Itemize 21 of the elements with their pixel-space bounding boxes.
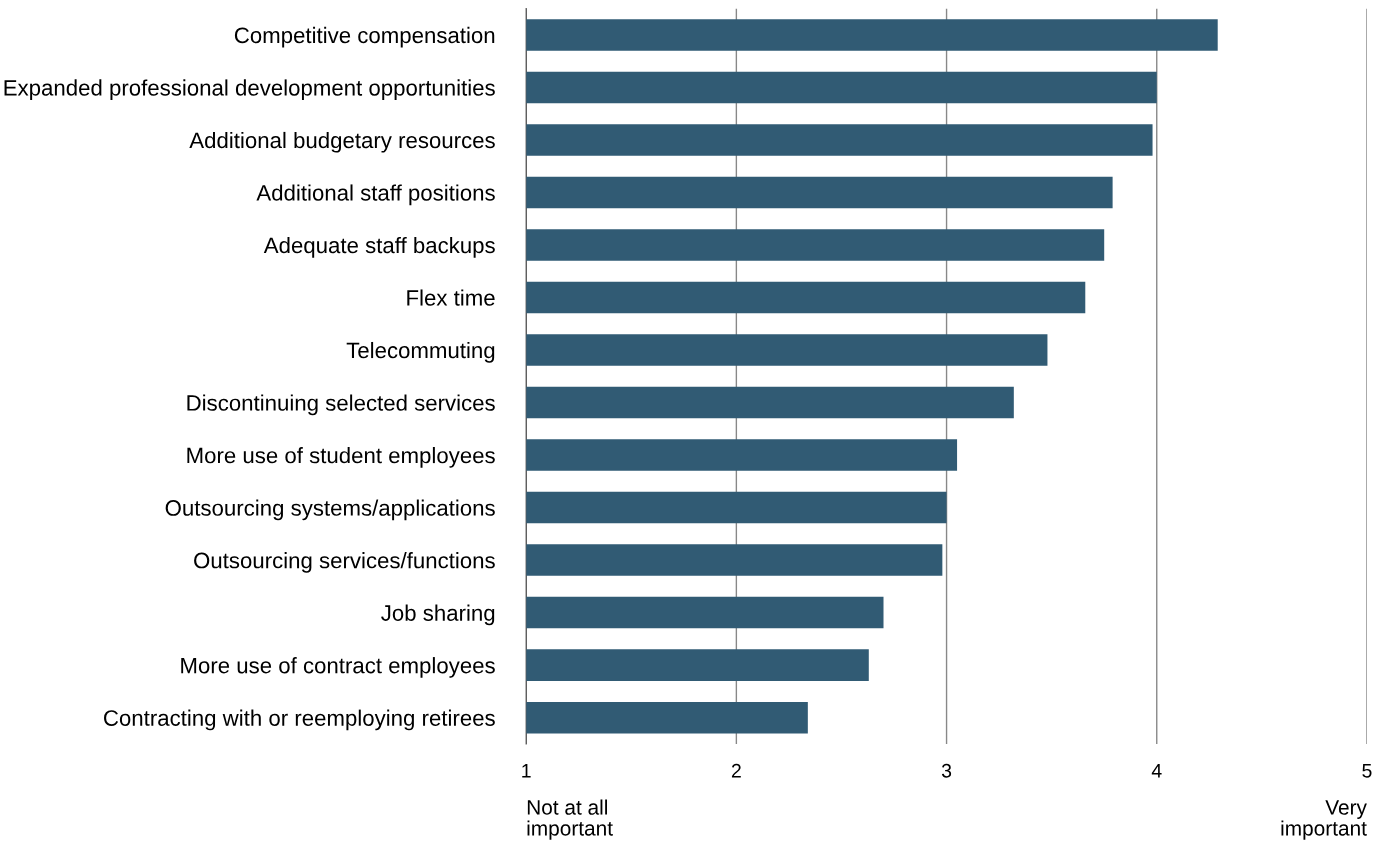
y-tick-label: Contracting with or reemploying retirees xyxy=(104,709,495,731)
y-tick-label: Flex time xyxy=(407,289,495,306)
x-tick-label: 4 xyxy=(1151,764,1162,778)
y-tick-label: Expanded professional development opportunities xyxy=(4,79,495,101)
y-tick-label: Adequate staff backups xyxy=(263,236,495,258)
y-tick-label: Outsourcing systems/applications xyxy=(165,499,495,521)
y-tick-label: Discontinuing selected services xyxy=(187,394,495,416)
x-tick-label: 1 xyxy=(522,764,531,778)
y-tick-label: Additional staff positions xyxy=(256,184,495,206)
x-tick-label: 3 xyxy=(941,763,952,778)
y-tick-label: More use of student employees xyxy=(187,447,495,468)
x-tick-label: 5 xyxy=(1362,764,1372,778)
text: Very important xyxy=(1281,800,1367,840)
y-tick-label: Additional budgetary resources xyxy=(189,131,495,153)
text: Not at all important xyxy=(527,799,613,840)
y-tick-label: Job sharing xyxy=(381,604,495,626)
x-tick-label: 2 xyxy=(731,763,741,778)
y-tick-label: More use of contract employees xyxy=(181,657,495,678)
y-tick-label: Outsourcing services/functions xyxy=(194,552,495,573)
y-tick-label: Telecommuting xyxy=(346,341,495,363)
y-tick-label: Competitive compensation xyxy=(234,26,495,48)
